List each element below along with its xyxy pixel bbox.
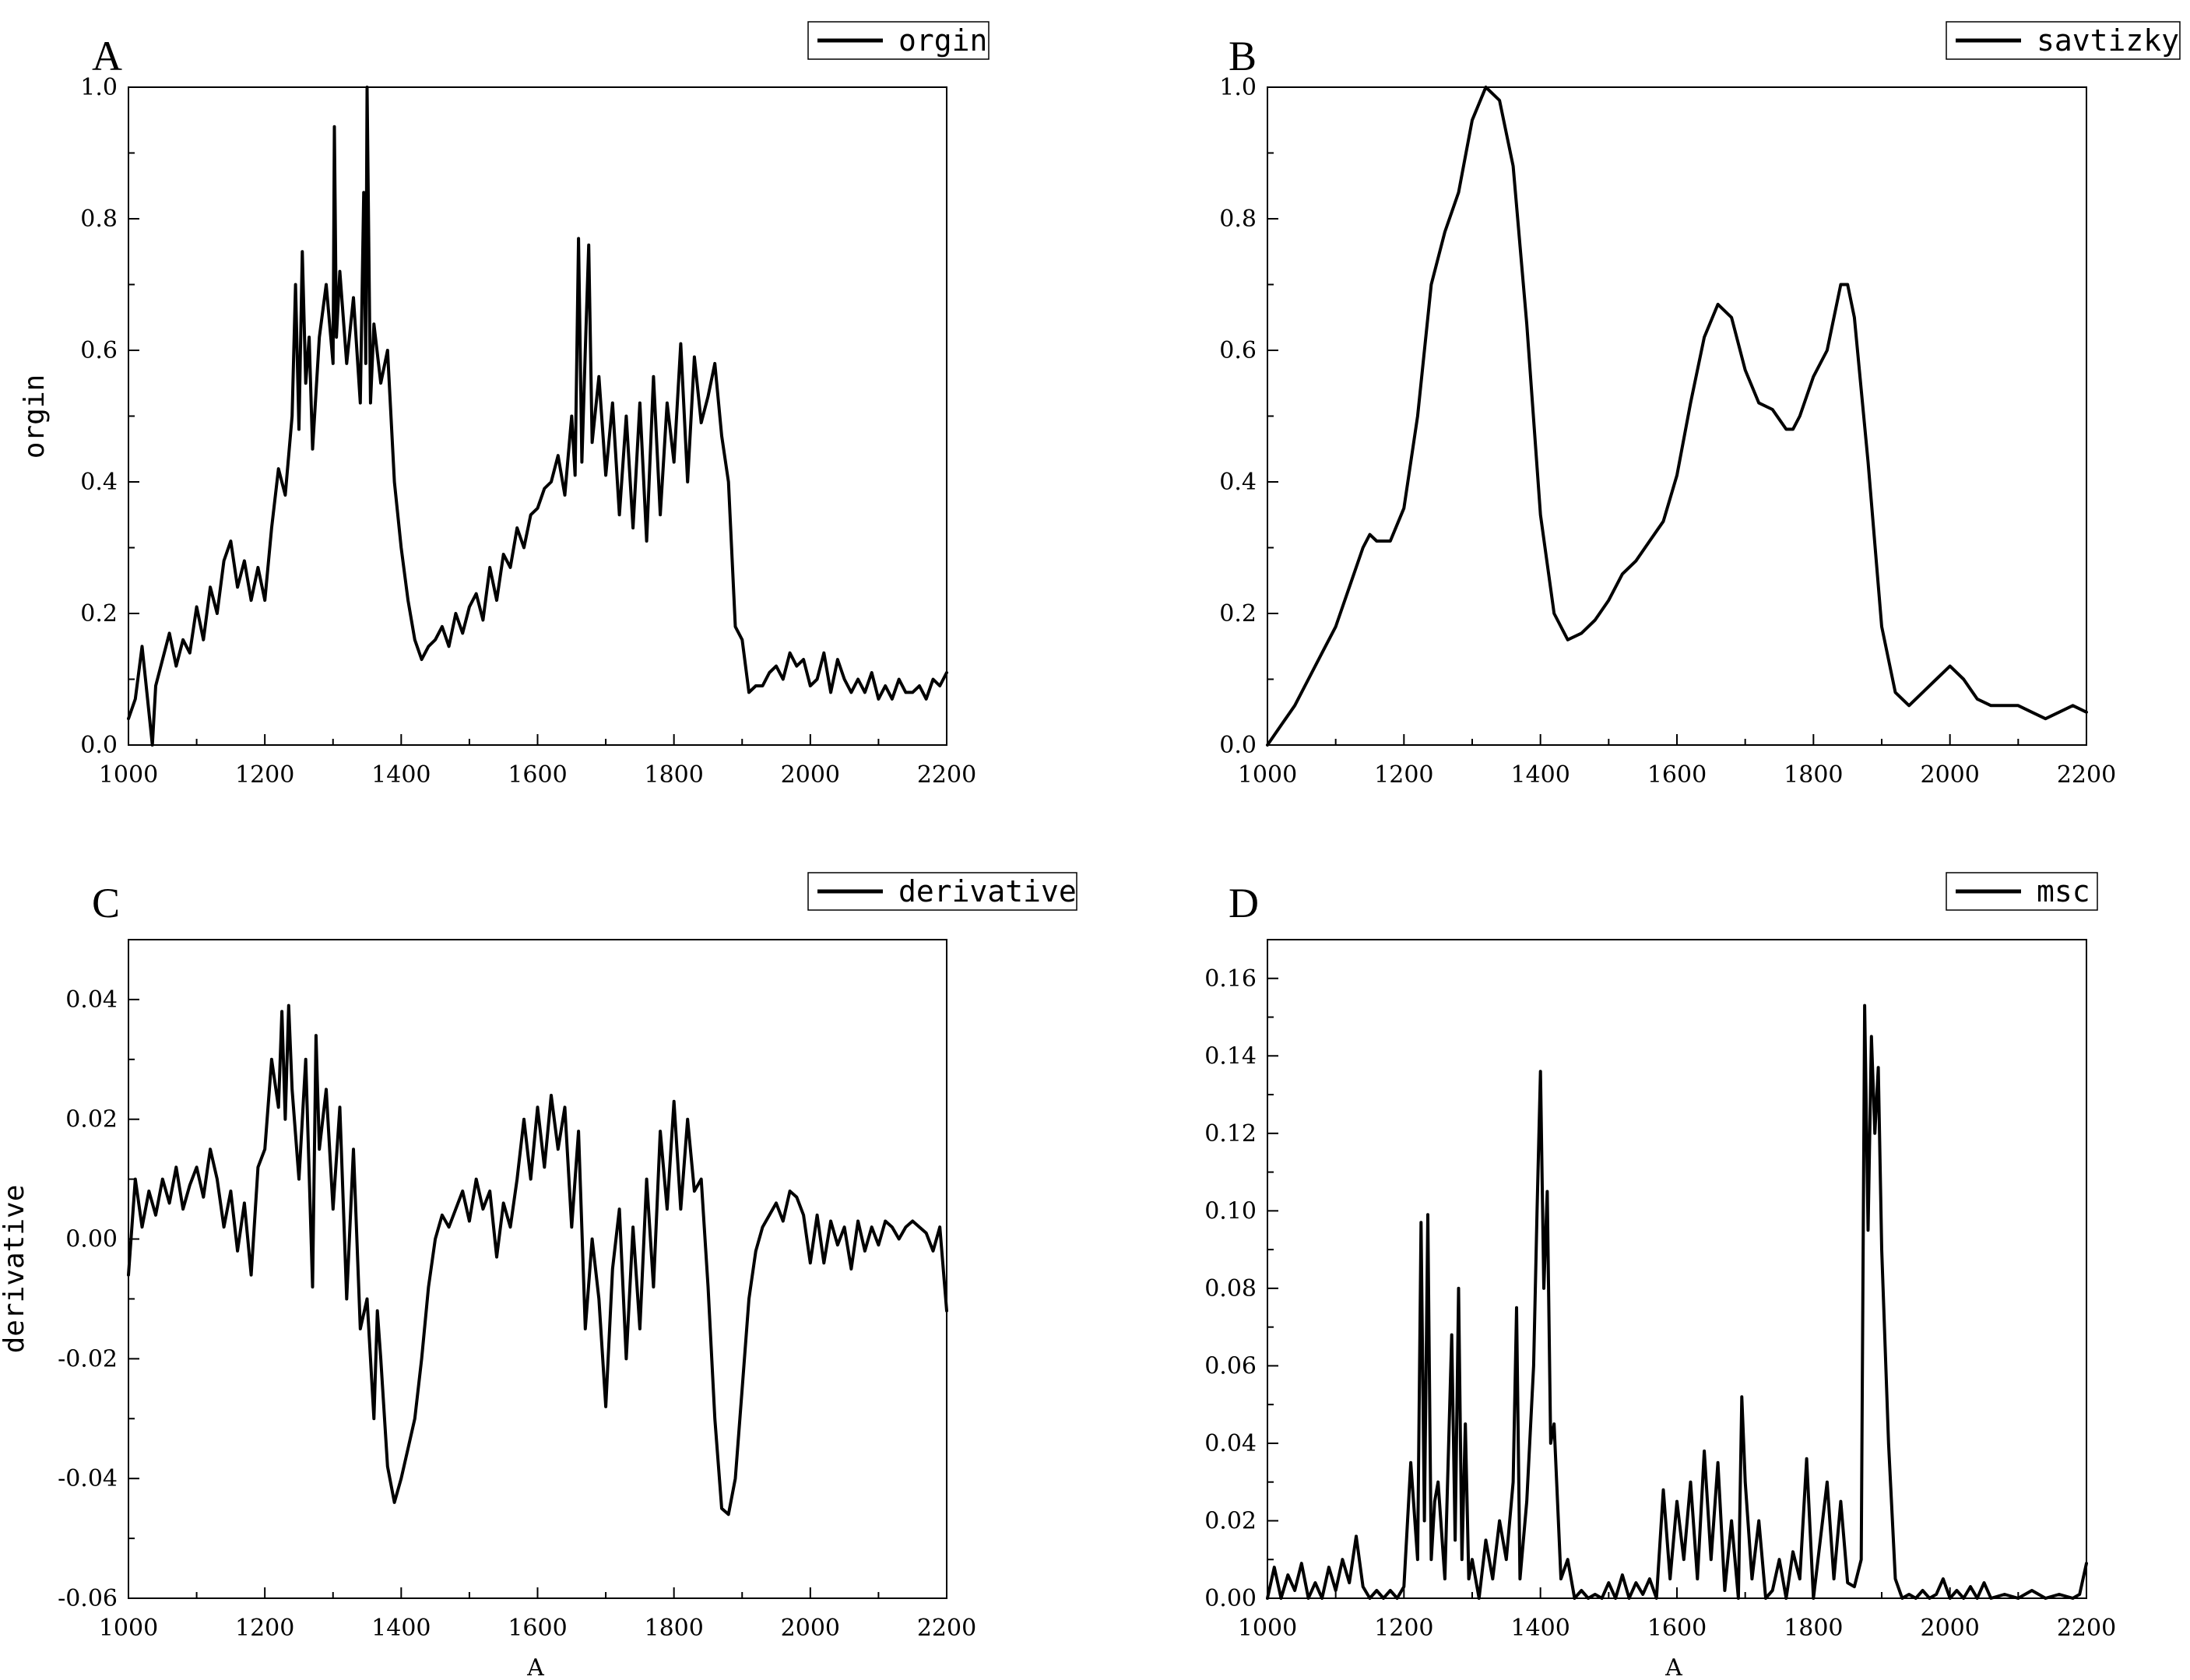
- panel-b-xtick-label: 1000: [1238, 761, 1297, 789]
- panel-d-ytick-label: 0.04: [1204, 1430, 1257, 1457]
- panel-d-ytick-label: 0.00: [1204, 1585, 1257, 1612]
- panel-c-ytick-label: -0.04: [58, 1465, 118, 1492]
- panel-c-xtick-label: 1800: [644, 1615, 703, 1642]
- panel-a-ytick-label: 0.8: [80, 206, 118, 233]
- panel-d-ytick-label: 0.16: [1204, 965, 1257, 993]
- panel-a-ytick-label: 0.0: [80, 732, 118, 759]
- panel-b-series-line: [1266, 86, 2088, 747]
- panel-c-ytick-label: 0.00: [65, 1226, 118, 1253]
- panel-a-xtick-label: 1800: [644, 761, 703, 789]
- panel-b-letter: B: [1229, 33, 1257, 79]
- panel-a-xtick-label: 2000: [781, 761, 840, 789]
- panel-a-xtick-label: 1400: [371, 761, 431, 789]
- panel-b-xtick-label: 1200: [1374, 761, 1433, 789]
- panel-b: 1000 1200 1400 1600 1800 2000 2200 0.0 0.2 0.4 0.6…: [1219, 21, 2181, 789]
- panel-c-xlabel-fragment: A: [526, 1654, 544, 1680]
- panel-d-xtick-label: 1200: [1374, 1615, 1433, 1642]
- panel-c-ytick-label: 0.04: [65, 986, 118, 1014]
- panel-a-xtick-label: 1000: [99, 761, 158, 789]
- panel-c-legend-label: derivative: [898, 874, 1077, 909]
- panel-c-xtick-label: 1600: [508, 1615, 567, 1642]
- panel-b-xtick-label: 2200: [2057, 761, 2116, 789]
- panel-d-frame: [1267, 939, 2087, 1599]
- panel-d: 1000 1200 1400 1600 1800 2000 2200 0.00 0.02 0.04…: [1204, 872, 2116, 1642]
- panel-c-ytick-label: -0.06: [58, 1585, 118, 1612]
- panel-c-xtick-label: 2000: [781, 1615, 840, 1642]
- panel-a-xtick-label: 2200: [917, 761, 976, 789]
- panel-a-ytick-label: 0.2: [80, 600, 118, 627]
- panel-d-xtick-label: 2200: [2057, 1615, 2116, 1642]
- panel-d-series-line: [1266, 1003, 2088, 1600]
- panel-b-ytick-label: 0.4: [1219, 469, 1257, 496]
- panel-a-series-line: [127, 86, 948, 747]
- panel-a-legend-label: orgin: [898, 23, 987, 58]
- panel-a-ytick-label: 1.0: [80, 74, 118, 101]
- panel-d-xtick-label: 2000: [1920, 1615, 1979, 1642]
- panel-d-xlabel-fragment: A: [1664, 1654, 1682, 1680]
- panel-b-xtick-label: 1800: [1784, 761, 1843, 789]
- panel-a-ytick-label: 0.6: [80, 337, 118, 364]
- panel-c-series-line: [127, 1003, 948, 1517]
- panel-a-ylabel: orgin: [19, 374, 51, 459]
- panel-d-xtick-label: 1600: [1647, 1615, 1707, 1642]
- panel-d-xtick-label: 1400: [1510, 1615, 1570, 1642]
- panel-b-legend-label: savtizky: [2037, 23, 2179, 58]
- panel-d-ytick-label: 0.02: [1204, 1507, 1257, 1534]
- panel-a: 1000 1200 1400 1600 1800 2000 2200 0.0 0.2 0.4 0.6…: [19, 21, 990, 789]
- panel-b-ytick-label: 0.6: [1219, 337, 1257, 364]
- panel-c-xtick-label: 1200: [235, 1615, 294, 1642]
- panel-c-xtick-label: 1000: [99, 1615, 158, 1642]
- panel-a-letter: A: [92, 33, 122, 79]
- panel-d-legend-label: msc: [2037, 874, 2090, 909]
- panel-b-xtick-label: 2000: [1920, 761, 1979, 789]
- panel-c-ylabel: derivative: [0, 1185, 30, 1354]
- panel-c-xtick-label: 2200: [917, 1615, 976, 1642]
- panel-c-xtick-label: 1400: [371, 1615, 431, 1642]
- panel-d-ytick-label: 0.10: [1204, 1197, 1257, 1225]
- panel-a-ytick-label: 0.4: [80, 469, 118, 496]
- panel-d-xtick-label: 1000: [1238, 1615, 1297, 1642]
- panel-c-letter: C: [92, 880, 120, 926]
- panel-b-ytick-label: 0.2: [1219, 600, 1257, 627]
- panel-a-frame: [128, 86, 947, 746]
- panel-c-ytick-label: 0.02: [65, 1106, 118, 1133]
- panel-b-ytick-label: 1.0: [1219, 74, 1257, 101]
- panel-d-letter: D: [1229, 880, 1259, 926]
- panel-d-xtick-label: 1800: [1784, 1615, 1843, 1642]
- panel-d-ytick-label: 0.14: [1204, 1042, 1257, 1070]
- panel-a-xtick-label: 1200: [235, 761, 294, 789]
- panel-c: 1000 1200 1400 1600 1800 2000 2200 -0.06 -0.04 -0…: [0, 872, 1077, 1642]
- panel-d-ytick-label: 0.06: [1204, 1352, 1257, 1379]
- panel-a-xtick-label: 1600: [508, 761, 567, 789]
- panel-d-ytick-label: 0.12: [1204, 1120, 1257, 1148]
- panel-b-ytick-label: 0.0: [1219, 732, 1257, 759]
- panel-d-ytick-label: 0.08: [1204, 1275, 1257, 1302]
- panel-b-xtick-label: 1400: [1510, 761, 1570, 789]
- panel-b-xtick-label: 1600: [1647, 761, 1707, 789]
- panel-b-frame: [1267, 86, 2087, 746]
- panel-c-ytick-label: -0.02: [58, 1345, 118, 1372]
- panel-b-ytick-label: 0.8: [1219, 206, 1257, 233]
